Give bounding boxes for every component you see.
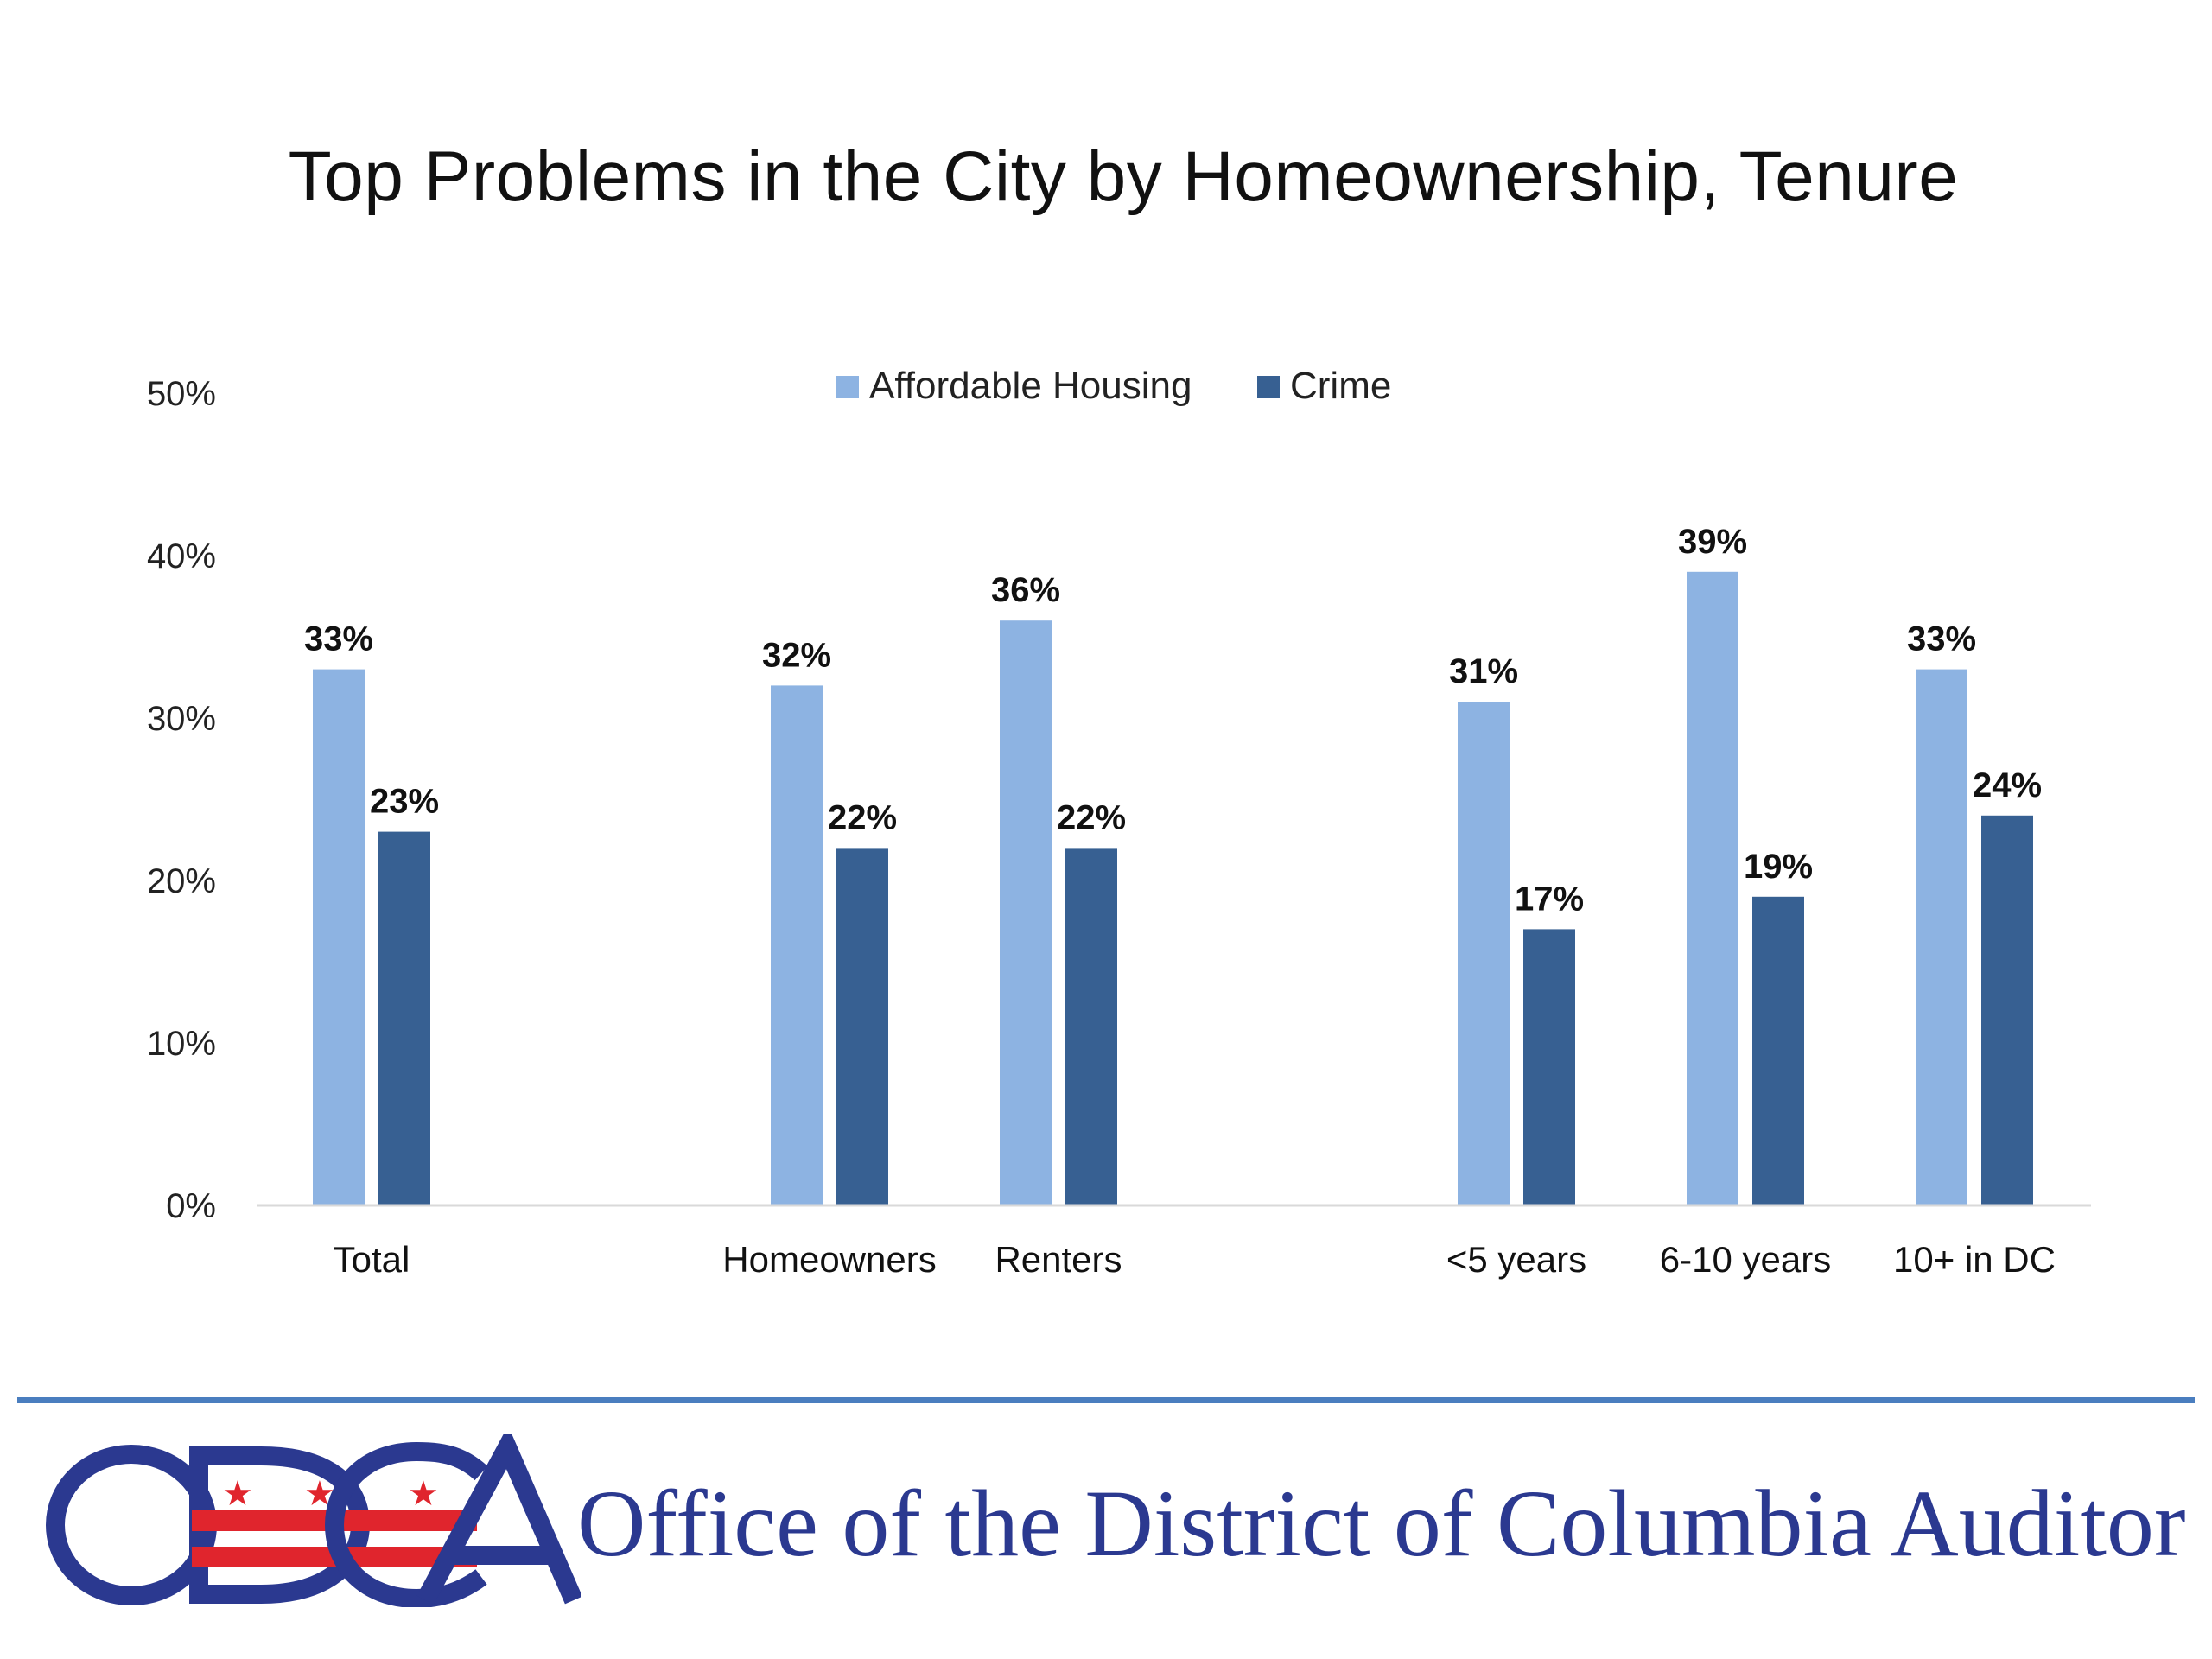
y-tick-label: 20% xyxy=(147,862,216,900)
category-label-10-in-dc: 10+ in DC xyxy=(1893,1239,2056,1280)
bar-crime-renters xyxy=(1065,848,1117,1205)
category-label-5-years: <5 years xyxy=(1446,1239,1586,1280)
data-label-affordable-housing-5-years: 31% xyxy=(1449,652,1518,690)
bar-affordable-housing-renters xyxy=(1000,620,1052,1205)
bar-affordable-housing-5-years xyxy=(1458,702,1510,1205)
y-tick-label: 50% xyxy=(147,375,216,413)
data-label-crime-6-10-years: 19% xyxy=(1744,848,1813,886)
logo-stars: ★ ★ ★ xyxy=(222,1474,439,1514)
logo-letter-o xyxy=(46,1445,217,1605)
organization-name: Office of the District of Columbia Audit… xyxy=(577,1471,2186,1576)
category-label-total: Total xyxy=(334,1239,410,1280)
bar-crime-total xyxy=(378,831,430,1205)
y-tick-label: 30% xyxy=(147,700,216,738)
data-label-affordable-housing-10-in-dc: 33% xyxy=(1907,620,1976,658)
data-label-crime-total: 23% xyxy=(370,783,439,821)
category-label-homeowners: Homeowners xyxy=(722,1239,936,1280)
odca-logo-icon: ★ ★ ★ xyxy=(46,1434,581,1607)
legend-label-affordable-housing: Affordable Housing xyxy=(869,365,1192,407)
chart-title: Top Problems in the City by Homeownershi… xyxy=(288,137,1959,216)
data-label-affordable-housing-homeowners: 32% xyxy=(762,636,831,674)
chart-legend: Affordable Housing Crime xyxy=(836,365,1391,407)
chart-bars: 33% 32% 36% 31% 39% 33% 23% 22% 22% 17% 19% 24% xyxy=(304,523,2042,1205)
svg-text:★: ★ xyxy=(222,1474,253,1514)
y-axis-ticks: 0% 10% 20% 30% 40% 50% xyxy=(147,375,216,1225)
data-label-crime-5-years: 17% xyxy=(1515,880,1584,918)
bar-crime-10-in-dc xyxy=(1981,815,2033,1205)
data-label-affordable-housing-renters: 36% xyxy=(991,571,1060,609)
bar-crime-homeowners xyxy=(836,848,888,1205)
legend-label-crime: Crime xyxy=(1290,365,1391,407)
logo-letter-a xyxy=(416,1434,581,1605)
bar-affordable-housing-6-10-years xyxy=(1687,571,1738,1205)
data-label-crime-homeowners: 22% xyxy=(828,798,897,836)
y-tick-label: 40% xyxy=(147,537,216,575)
data-label-crime-renters: 22% xyxy=(1057,798,1126,836)
category-label-renters: Renters xyxy=(995,1239,1122,1280)
data-label-affordable-housing-total: 33% xyxy=(304,620,373,658)
category-label-6-10-years: 6-10 years xyxy=(1660,1239,1831,1280)
legend-swatch-affordable-housing xyxy=(836,376,859,398)
legend-swatch-crime xyxy=(1257,376,1280,398)
bar-affordable-housing-10-in-dc xyxy=(1916,669,1967,1205)
bar-affordable-housing-homeowners xyxy=(771,685,823,1205)
data-label-crime-10-in-dc: 24% xyxy=(1973,766,2042,804)
bar-chart: 0% 10% 20% 30% 40% 50% 33% 32% 36% 31% 39% 33% 23% 2… xyxy=(147,365,2091,1280)
bar-crime-5-years xyxy=(1523,929,1575,1205)
data-label-affordable-housing-6-10-years: 39% xyxy=(1678,523,1747,561)
y-tick-label: 10% xyxy=(147,1025,216,1063)
y-tick-label: 0% xyxy=(166,1187,216,1225)
bar-crime-6-10-years xyxy=(1752,896,1804,1205)
bar-affordable-housing-total xyxy=(313,669,365,1205)
x-axis-categories: Total Homeowners Renters <5 years 6-10 years… xyxy=(334,1239,2056,1280)
svg-text:★: ★ xyxy=(408,1474,439,1514)
footer-divider xyxy=(17,1397,2195,1403)
